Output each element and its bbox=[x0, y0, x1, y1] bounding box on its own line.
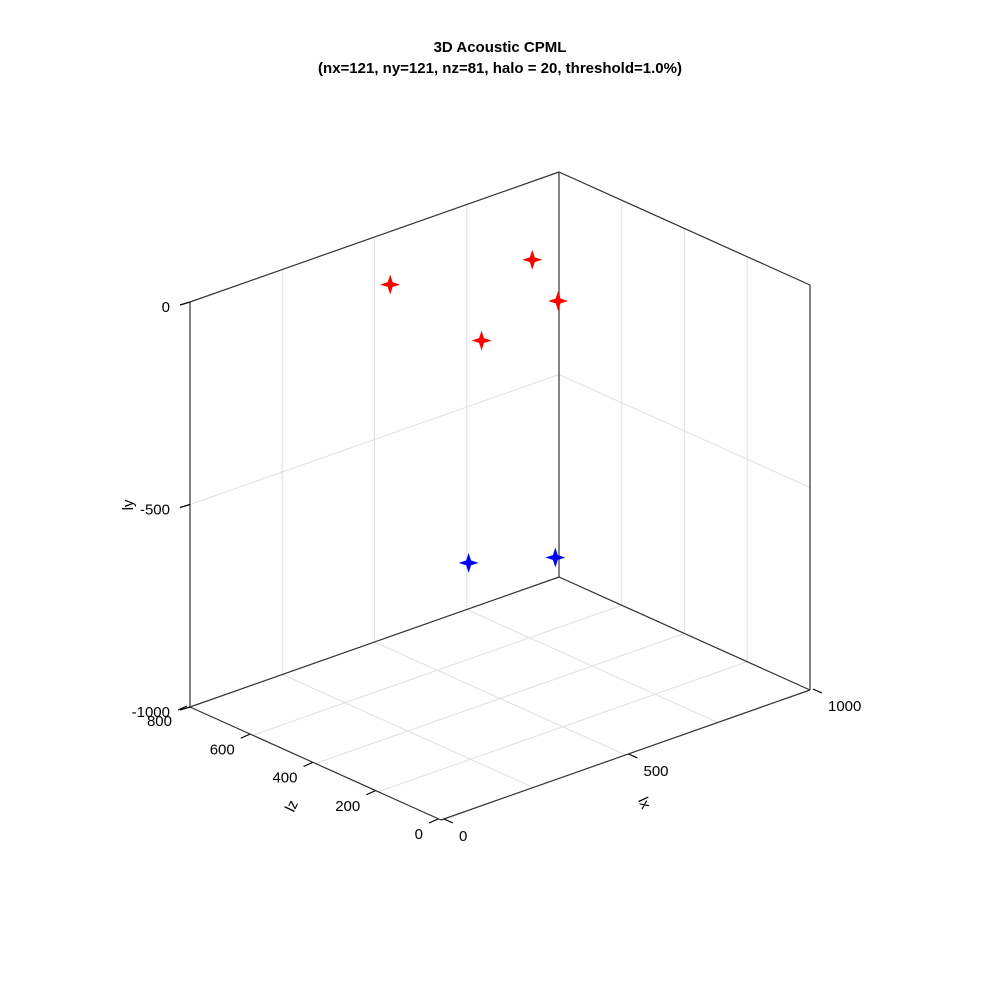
z-tick-label: 600 bbox=[210, 741, 235, 758]
y-tick-mark bbox=[179, 503, 191, 509]
chart-title: 3D Acoustic CPML bbox=[434, 39, 567, 56]
y-tick-mark bbox=[179, 706, 191, 711]
y-tick-mark bbox=[179, 301, 191, 306]
z-tick-mark bbox=[240, 733, 250, 739]
x-tick-mark bbox=[628, 753, 638, 759]
z-tick-mark bbox=[428, 818, 439, 824]
grid-line bbox=[315, 633, 685, 764]
y-axis-label: ly bbox=[120, 499, 137, 510]
z-tick-label: 800 bbox=[147, 713, 172, 730]
data-point-series-0 bbox=[380, 274, 401, 295]
y-tick-label: -500 bbox=[140, 502, 170, 519]
tick-layer: 0 500 1000 0 200 400 600 800-1000 -500 0 bbox=[132, 299, 862, 845]
z-tick-label: 200 bbox=[335, 798, 360, 815]
x-tick-label: 500 bbox=[644, 763, 669, 780]
frame-edge bbox=[189, 576, 560, 708]
y-tick-label: 0 bbox=[162, 299, 170, 316]
frame-edge bbox=[189, 171, 560, 303]
frame-edge bbox=[558, 576, 811, 691]
frame-edge bbox=[558, 171, 811, 286]
axis-frame bbox=[189, 171, 811, 821]
data-point-series-1 bbox=[545, 547, 566, 568]
grid-line bbox=[558, 374, 811, 488]
x-tick-mark bbox=[443, 818, 454, 824]
grid-line bbox=[378, 661, 748, 793]
z-axis-line bbox=[189, 706, 442, 821]
z-tick-mark bbox=[366, 790, 376, 796]
x-tick-label: 0 bbox=[459, 828, 467, 845]
z-tick-label: 0 bbox=[415, 826, 423, 843]
data-point-series-1 bbox=[458, 552, 479, 573]
z-axis-label: lz bbox=[282, 798, 302, 815]
z-tick-label: 400 bbox=[272, 770, 297, 787]
point-layer bbox=[380, 249, 569, 573]
grid-line bbox=[189, 374, 560, 505]
grid-line bbox=[252, 604, 622, 736]
data-point-series-0 bbox=[548, 290, 569, 311]
chart-subtitle: (nx=121, ny=121, nz=81, halo = 20, thres… bbox=[318, 60, 682, 77]
x-axis-line bbox=[440, 689, 811, 821]
z-tick-mark bbox=[177, 705, 188, 711]
data-point-series-0 bbox=[471, 330, 492, 351]
z-tick-mark bbox=[303, 761, 313, 768]
x-axis-label: lx bbox=[634, 795, 654, 812]
data-point-series-0 bbox=[522, 249, 543, 270]
x-tick-mark bbox=[812, 688, 823, 694]
x-tick-label: 1000 bbox=[828, 698, 861, 715]
y-tick-label: -1000 bbox=[132, 704, 170, 721]
